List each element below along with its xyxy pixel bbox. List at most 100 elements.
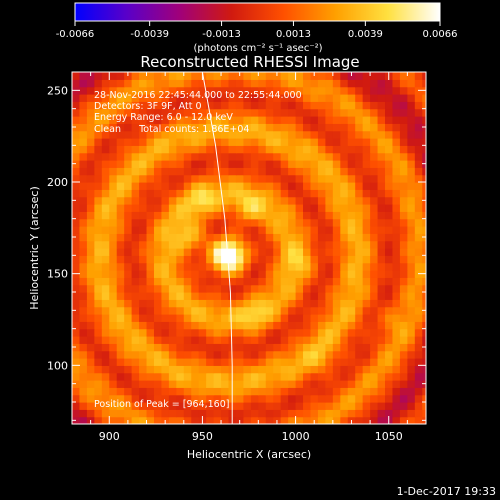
heatmap-cell — [198, 343, 207, 352]
heatmap-cell — [295, 211, 304, 220]
heatmap-cell — [310, 233, 319, 242]
heatmap-cell — [362, 211, 371, 220]
heatmap-cell — [377, 299, 386, 308]
heatmap-cell — [206, 218, 215, 227]
heatmap-cell — [303, 72, 312, 80]
heatmap-cell — [131, 160, 140, 168]
heatmap-cell — [213, 182, 222, 190]
heatmap-cell — [385, 160, 394, 168]
colorbar — [75, 3, 440, 21]
heatmap-cell — [392, 306, 401, 315]
heatmap-cell — [94, 292, 103, 300]
heatmap-cell — [392, 138, 401, 146]
heatmap-cell — [146, 387, 155, 396]
heatmap-cell — [265, 196, 274, 205]
heatmap-cell — [280, 233, 289, 242]
heatmap-cell — [288, 343, 297, 352]
heatmap-cell — [79, 255, 88, 264]
heatmap-cell — [228, 79, 237, 88]
heatmap-cell — [258, 343, 267, 352]
heatmap-cell — [250, 138, 259, 146]
heatmap-cell — [221, 270, 230, 278]
heatmap-cell — [332, 196, 341, 205]
heatmap-cell — [101, 167, 110, 176]
heatmap-cell — [303, 240, 312, 249]
heatmap-cell — [116, 343, 125, 352]
heatmap-cell — [250, 94, 259, 102]
heatmap-cell — [332, 138, 341, 146]
heatmap-cell — [407, 262, 416, 271]
heatmap-cell — [317, 72, 326, 80]
heatmap-cell — [332, 336, 341, 344]
heatmap-cell — [146, 270, 155, 278]
heatmap-cell — [79, 343, 88, 352]
heatmap-cell — [288, 387, 297, 396]
heatmap-cell — [250, 218, 259, 227]
heatmap-cell — [414, 72, 423, 80]
heatmap-cell — [183, 123, 192, 132]
y-axis-label: Heliocentric Y (arcsec) — [28, 186, 41, 310]
heatmap-cell — [250, 240, 259, 249]
x-tick-label: 950 — [192, 430, 213, 443]
heatmap-cell — [168, 196, 177, 205]
heatmap-cell — [377, 218, 386, 227]
heatmap-cell — [399, 233, 408, 242]
heatmap-cell — [385, 174, 394, 183]
heatmap-cell — [347, 189, 356, 198]
heatmap-cell — [228, 167, 237, 176]
heatmap-cell — [124, 270, 133, 278]
heatmap-cell — [198, 240, 207, 249]
heatmap-cell — [221, 358, 230, 366]
heatmap-cell — [206, 277, 215, 286]
heatmap-cell — [109, 130, 118, 139]
heatmap-cell — [385, 182, 394, 190]
heatmap-cell — [422, 262, 426, 271]
heatmap-cell — [317, 152, 326, 161]
heatmap-cell — [295, 204, 304, 212]
heatmap-cell — [131, 218, 140, 227]
heatmap-cell — [273, 196, 282, 205]
heatmap-cell — [221, 233, 230, 242]
heatmap-cell — [79, 233, 88, 242]
heatmap-cell — [161, 138, 170, 146]
heatmap-cell — [288, 284, 297, 293]
heatmap-cell — [101, 365, 110, 374]
heatmap-cell — [303, 394, 312, 403]
heatmap-cell — [258, 123, 267, 132]
heatmap-cell — [407, 321, 416, 330]
heatmap-cell — [235, 101, 245, 110]
heatmap-cell — [183, 321, 192, 330]
colorbar-tick-label: 0.0066 — [423, 29, 458, 40]
heatmap-cell — [370, 174, 379, 183]
heatmap-cell — [109, 277, 118, 286]
heatmap-cell — [317, 336, 326, 344]
heatmap-cell — [94, 152, 103, 161]
heatmap-cell — [109, 306, 118, 315]
heatmap-cell — [310, 218, 319, 227]
heatmap-cell — [243, 350, 252, 359]
heatmap-cell — [235, 211, 245, 220]
heatmap-cell — [221, 196, 230, 205]
heatmap-cell — [198, 255, 207, 264]
heatmap-cell — [139, 240, 148, 249]
heatmap-cell — [310, 211, 319, 220]
heatmap-cell — [355, 226, 364, 234]
heatmap-cell — [288, 248, 297, 256]
heatmap-cell — [146, 380, 155, 388]
heatmap-cell — [153, 372, 163, 381]
heatmap-cell — [362, 314, 371, 322]
heatmap-cell — [407, 358, 416, 366]
heatmap-cell — [295, 79, 304, 88]
heatmap-cell — [146, 108, 155, 117]
heatmap-cell — [153, 402, 163, 410]
heatmap-cell — [243, 152, 252, 161]
heatmap-cell — [414, 189, 423, 198]
heatmap-cell — [161, 365, 170, 374]
heatmap-cell — [198, 108, 207, 117]
heatmap-cell — [295, 108, 304, 117]
heatmap-cell — [317, 277, 326, 286]
heatmap-cell — [94, 79, 103, 88]
heatmap-cell — [273, 284, 282, 293]
heatmap-cell — [243, 321, 252, 330]
